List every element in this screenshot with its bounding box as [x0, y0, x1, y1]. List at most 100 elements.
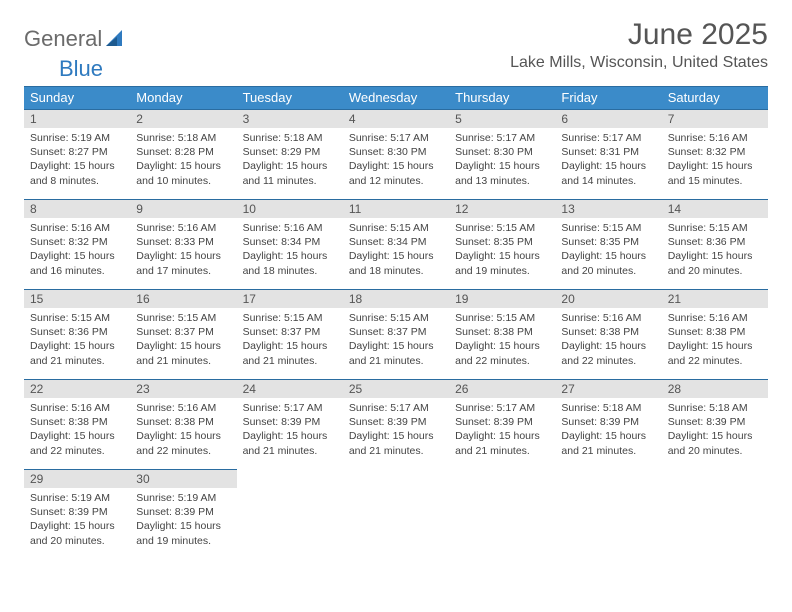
day-d2: and 22 minutes. — [136, 444, 230, 458]
day-ss: Sunset: 8:33 PM — [136, 235, 230, 249]
day-ss: Sunset: 8:37 PM — [136, 325, 230, 339]
week-row: 8Sunrise: 5:16 AMSunset: 8:32 PMDaylight… — [24, 200, 768, 290]
day-d1: Daylight: 15 hours — [668, 159, 762, 173]
day-info: Sunrise: 5:19 AMSunset: 8:27 PMDaylight:… — [24, 128, 130, 192]
day-d1: Daylight: 15 hours — [243, 339, 337, 353]
day-ss: Sunset: 8:35 PM — [455, 235, 549, 249]
day-number: 2 — [130, 110, 236, 128]
day-sr: Sunrise: 5:15 AM — [455, 221, 549, 235]
day-d2: and 22 minutes. — [668, 354, 762, 368]
day-d1: Daylight: 15 hours — [136, 519, 230, 533]
day-number: 9 — [130, 200, 236, 218]
day-cell: 3Sunrise: 5:18 AMSunset: 8:29 PMDaylight… — [237, 110, 343, 200]
day-cell — [555, 470, 661, 560]
day-d1: Daylight: 15 hours — [349, 159, 443, 173]
logo: General — [24, 18, 128, 52]
day-ss: Sunset: 8:39 PM — [455, 415, 549, 429]
day-number: 13 — [555, 200, 661, 218]
day-number: 6 — [555, 110, 661, 128]
day-info: Sunrise: 5:16 AMSunset: 8:38 PMDaylight:… — [130, 398, 236, 462]
day-number: 16 — [130, 290, 236, 308]
day-info: Sunrise: 5:19 AMSunset: 8:39 PMDaylight:… — [24, 488, 130, 552]
day-d2: and 21 minutes. — [349, 444, 443, 458]
day-info: Sunrise: 5:15 AMSunset: 8:37 PMDaylight:… — [130, 308, 236, 372]
day-number: 7 — [662, 110, 768, 128]
day-cell: 7Sunrise: 5:16 AMSunset: 8:32 PMDaylight… — [662, 110, 768, 200]
day-number: 14 — [662, 200, 768, 218]
day-d1: Daylight: 15 hours — [455, 429, 549, 443]
day-ss: Sunset: 8:39 PM — [30, 505, 124, 519]
day-cell: 9Sunrise: 5:16 AMSunset: 8:33 PMDaylight… — [130, 200, 236, 290]
day-sr: Sunrise: 5:17 AM — [349, 131, 443, 145]
day-cell: 25Sunrise: 5:17 AMSunset: 8:39 PMDayligh… — [343, 380, 449, 470]
day-d2: and 20 minutes. — [561, 264, 655, 278]
day-ss: Sunset: 8:30 PM — [455, 145, 549, 159]
day-info: Sunrise: 5:15 AMSunset: 8:36 PMDaylight:… — [24, 308, 130, 372]
day-number: 17 — [237, 290, 343, 308]
day-info: Sunrise: 5:17 AMSunset: 8:30 PMDaylight:… — [449, 128, 555, 192]
day-cell: 26Sunrise: 5:17 AMSunset: 8:39 PMDayligh… — [449, 380, 555, 470]
day-number: 22 — [24, 380, 130, 398]
weekday-header: Friday — [555, 87, 661, 110]
day-number: 21 — [662, 290, 768, 308]
day-info: Sunrise: 5:16 AMSunset: 8:38 PMDaylight:… — [662, 308, 768, 372]
day-d2: and 21 minutes. — [243, 354, 337, 368]
day-info: Sunrise: 5:15 AMSunset: 8:38 PMDaylight:… — [449, 308, 555, 372]
day-d1: Daylight: 15 hours — [349, 249, 443, 263]
day-d1: Daylight: 15 hours — [30, 339, 124, 353]
day-cell: 27Sunrise: 5:18 AMSunset: 8:39 PMDayligh… — [555, 380, 661, 470]
day-sr: Sunrise: 5:15 AM — [30, 311, 124, 325]
day-info: Sunrise: 5:18 AMSunset: 8:28 PMDaylight:… — [130, 128, 236, 192]
day-number: 19 — [449, 290, 555, 308]
day-d2: and 16 minutes. — [30, 264, 124, 278]
day-d1: Daylight: 15 hours — [561, 339, 655, 353]
day-d1: Daylight: 15 hours — [668, 249, 762, 263]
day-d1: Daylight: 15 hours — [30, 429, 124, 443]
day-ss: Sunset: 8:34 PM — [243, 235, 337, 249]
day-number: 25 — [343, 380, 449, 398]
day-cell: 13Sunrise: 5:15 AMSunset: 8:35 PMDayligh… — [555, 200, 661, 290]
day-sr: Sunrise: 5:15 AM — [668, 221, 762, 235]
day-sr: Sunrise: 5:17 AM — [455, 131, 549, 145]
day-info: Sunrise: 5:17 AMSunset: 8:31 PMDaylight:… — [555, 128, 661, 192]
day-ss: Sunset: 8:32 PM — [30, 235, 124, 249]
day-ss: Sunset: 8:39 PM — [561, 415, 655, 429]
logo-sail-icon — [106, 30, 128, 48]
day-number: 26 — [449, 380, 555, 398]
day-info: Sunrise: 5:16 AMSunset: 8:33 PMDaylight:… — [130, 218, 236, 282]
day-d2: and 22 minutes. — [455, 354, 549, 368]
day-d2: and 21 minutes. — [30, 354, 124, 368]
day-d2: and 13 minutes. — [455, 174, 549, 188]
day-cell: 12Sunrise: 5:15 AMSunset: 8:35 PMDayligh… — [449, 200, 555, 290]
day-d2: and 18 minutes. — [243, 264, 337, 278]
day-number: 15 — [24, 290, 130, 308]
day-cell — [237, 470, 343, 560]
day-number: 10 — [237, 200, 343, 218]
day-ss: Sunset: 8:32 PM — [668, 145, 762, 159]
day-info: Sunrise: 5:16 AMSunset: 8:32 PMDaylight:… — [662, 128, 768, 192]
day-d2: and 21 minutes. — [243, 444, 337, 458]
day-d2: and 14 minutes. — [561, 174, 655, 188]
day-cell — [343, 470, 449, 560]
weekday-header: Sunday — [24, 87, 130, 110]
day-cell: 14Sunrise: 5:15 AMSunset: 8:36 PMDayligh… — [662, 200, 768, 290]
day-info: Sunrise: 5:16 AMSunset: 8:32 PMDaylight:… — [24, 218, 130, 282]
day-info: Sunrise: 5:17 AMSunset: 8:39 PMDaylight:… — [449, 398, 555, 462]
day-d1: Daylight: 15 hours — [136, 429, 230, 443]
day-cell — [662, 470, 768, 560]
day-number-empty — [555, 470, 661, 488]
logo-word2: Blue — [59, 56, 792, 82]
day-sr: Sunrise: 5:15 AM — [136, 311, 230, 325]
day-sr: Sunrise: 5:16 AM — [136, 401, 230, 415]
day-d1: Daylight: 15 hours — [561, 159, 655, 173]
day-sr: Sunrise: 5:17 AM — [243, 401, 337, 415]
day-cell: 1Sunrise: 5:19 AMSunset: 8:27 PMDaylight… — [24, 110, 130, 200]
day-cell: 10Sunrise: 5:16 AMSunset: 8:34 PMDayligh… — [237, 200, 343, 290]
day-ss: Sunset: 8:39 PM — [136, 505, 230, 519]
day-number: 11 — [343, 200, 449, 218]
day-cell — [449, 470, 555, 560]
day-sr: Sunrise: 5:16 AM — [30, 221, 124, 235]
day-number: 8 — [24, 200, 130, 218]
weekday-header: Saturday — [662, 87, 768, 110]
day-info: Sunrise: 5:18 AMSunset: 8:39 PMDaylight:… — [555, 398, 661, 462]
